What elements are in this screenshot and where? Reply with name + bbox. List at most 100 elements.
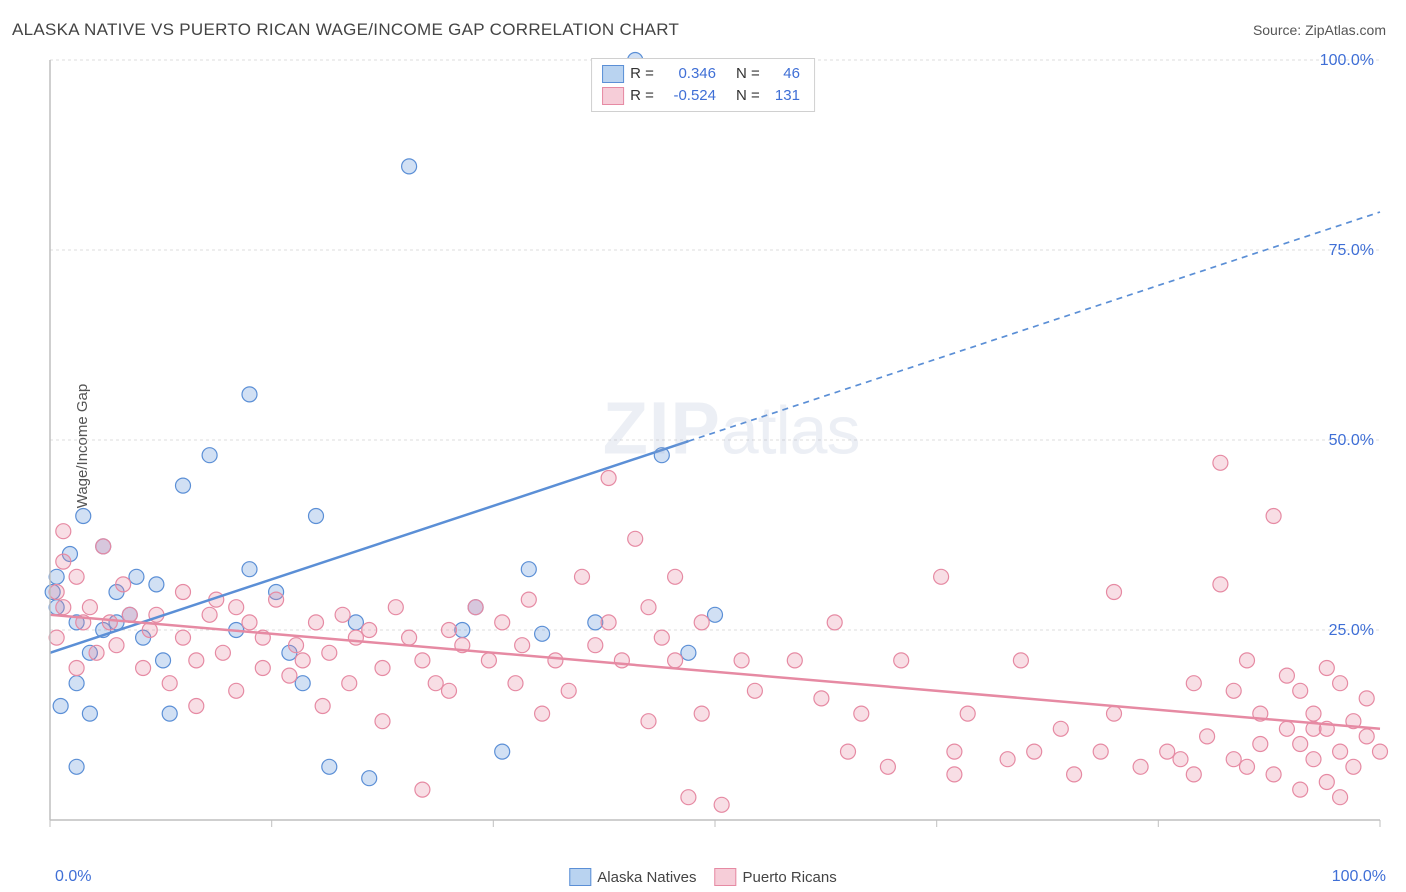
data-point	[1186, 767, 1201, 782]
data-point	[1200, 729, 1215, 744]
legend-n-prefix: N =	[736, 63, 764, 85]
data-point	[841, 744, 856, 759]
data-point	[654, 630, 669, 645]
data-point	[109, 638, 124, 653]
data-point	[162, 706, 177, 721]
data-point	[601, 471, 616, 486]
data-point	[934, 569, 949, 584]
trend-line-dashed	[688, 212, 1380, 441]
chart-title: ALASKA NATIVE VS PUERTO RICAN WAGE/INCOM…	[12, 20, 679, 40]
data-point	[601, 615, 616, 630]
data-point	[515, 638, 530, 653]
data-point	[628, 531, 643, 546]
data-point	[116, 577, 131, 592]
data-point	[1279, 668, 1294, 683]
data-point	[1266, 767, 1281, 782]
data-point	[1213, 455, 1228, 470]
legend-swatch-alaska	[602, 65, 624, 83]
data-point	[1133, 759, 1148, 774]
data-point	[947, 744, 962, 759]
data-point	[348, 615, 363, 630]
data-point	[668, 569, 683, 584]
data-point	[1240, 759, 1255, 774]
data-point	[1306, 752, 1321, 767]
data-point	[82, 600, 97, 615]
data-point	[960, 706, 975, 721]
data-point	[56, 600, 71, 615]
data-point	[1373, 744, 1388, 759]
data-point	[176, 630, 191, 645]
data-point	[156, 653, 171, 668]
data-point	[282, 668, 297, 683]
series-label-puertorican: Puerto Ricans	[743, 869, 837, 886]
data-point	[694, 615, 709, 630]
data-point	[1186, 676, 1201, 691]
data-point	[189, 653, 204, 668]
data-point	[681, 790, 696, 805]
legend-row-puertorican: R = -0.524 N = 131	[602, 85, 800, 107]
data-point	[56, 524, 71, 539]
data-point	[162, 676, 177, 691]
data-point	[375, 661, 390, 676]
data-point	[442, 623, 457, 638]
data-point	[49, 585, 64, 600]
data-point	[1226, 683, 1241, 698]
data-point	[468, 600, 483, 615]
data-point	[242, 562, 257, 577]
data-point	[82, 706, 97, 721]
data-point	[56, 554, 71, 569]
data-point	[668, 653, 683, 668]
data-point	[1226, 752, 1241, 767]
data-point	[428, 676, 443, 691]
data-point	[734, 653, 749, 668]
data-point	[787, 653, 802, 668]
y-tick-label: 100.0%	[1320, 52, 1374, 69]
data-point	[295, 653, 310, 668]
data-point	[641, 600, 656, 615]
data-point	[149, 577, 164, 592]
data-point	[1319, 661, 1334, 676]
data-point	[495, 744, 510, 759]
data-point	[1293, 782, 1308, 797]
data-point	[521, 592, 536, 607]
data-point	[102, 615, 117, 630]
series-legend-alaska: Alaska Natives	[569, 868, 696, 886]
correlation-legend: R = 0.346 N = 46 R = -0.524 N = 131	[591, 58, 815, 112]
legend-r-prefix: R =	[630, 85, 658, 107]
legend-n-alaska: 46	[770, 63, 800, 85]
data-point	[880, 759, 895, 774]
data-point	[827, 615, 842, 630]
legend-n-puertorican: 131	[770, 85, 800, 107]
data-point	[348, 630, 363, 645]
data-point	[694, 706, 709, 721]
source-text: Source: ZipAtlas.com	[1253, 22, 1386, 38]
data-point	[535, 706, 550, 721]
data-point	[614, 653, 629, 668]
data-point	[1279, 721, 1294, 736]
data-point	[69, 676, 84, 691]
data-point	[362, 771, 377, 786]
data-point	[814, 691, 829, 706]
data-point	[136, 661, 151, 676]
data-point	[714, 797, 729, 812]
data-point	[481, 653, 496, 668]
data-point	[1333, 744, 1348, 759]
data-point	[309, 615, 324, 630]
data-point	[402, 159, 417, 174]
data-point	[1306, 706, 1321, 721]
data-point	[1319, 775, 1334, 790]
data-point	[1253, 737, 1268, 752]
data-point	[315, 699, 330, 714]
data-point	[322, 645, 337, 660]
data-point	[1013, 653, 1028, 668]
data-point	[202, 607, 217, 622]
data-point	[1293, 683, 1308, 698]
data-point	[747, 683, 762, 698]
data-point	[53, 699, 68, 714]
trend-line-solid	[50, 615, 1380, 729]
data-point	[309, 509, 324, 524]
data-point	[76, 509, 91, 524]
data-point	[1333, 790, 1348, 805]
series-label-alaska: Alaska Natives	[597, 869, 696, 886]
data-point	[229, 600, 244, 615]
